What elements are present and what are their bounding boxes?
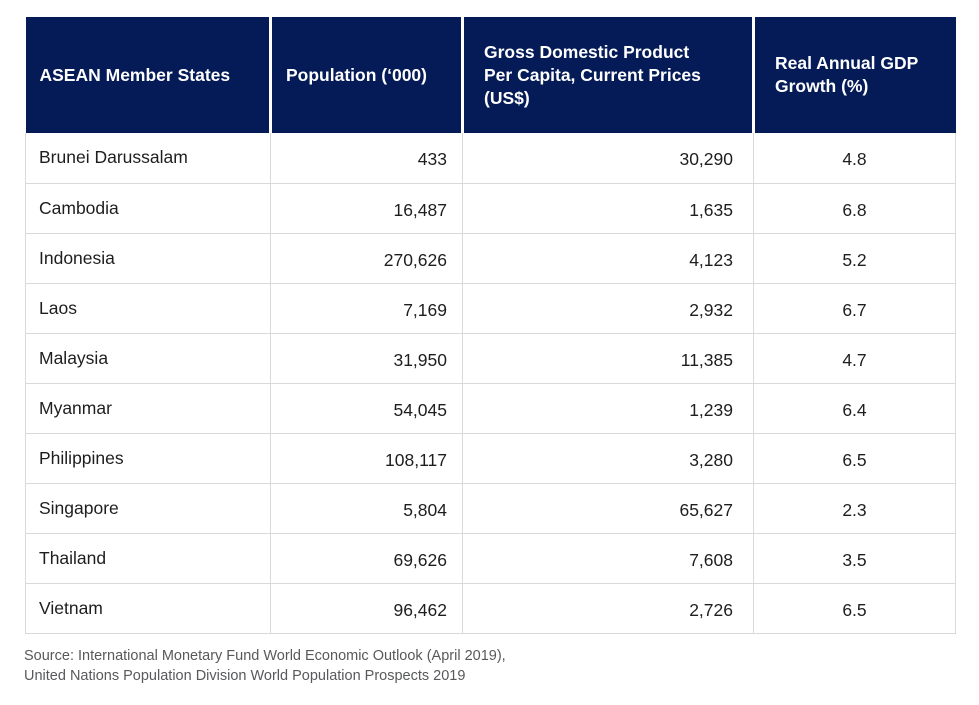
table-row-indonesia: Indonesia 270,626 4,123 5.2	[25, 233, 956, 284]
cell-gdp-growth: 5.2	[753, 233, 956, 284]
column-header-member-states: ASEAN Member States	[25, 17, 271, 133]
cell-gdp-growth: 2.3	[753, 483, 956, 534]
source-note: Source: International Monetary Fund Worl…	[24, 646, 506, 686]
source-note-line2: United Nations Population Division World…	[24, 668, 466, 684]
cell-gdp-growth: 3.5	[753, 533, 956, 584]
cell-population: 7,169	[270, 283, 463, 334]
cell-population: 96,462	[270, 583, 463, 634]
cell-gdp-growth: 6.5	[753, 583, 956, 634]
cell-country: Singapore	[25, 483, 271, 534]
cell-gdp-growth: 6.8	[753, 183, 956, 234]
cell-population: 69,626	[270, 533, 463, 584]
cell-gdp-growth: 4.8	[753, 133, 956, 184]
cell-country: Vietnam	[25, 583, 271, 634]
cell-gdp-per-capita: 11,385	[462, 333, 754, 384]
column-header-population: Population (‘000)	[269, 17, 463, 133]
cell-gdp-per-capita: 4,123	[462, 233, 754, 284]
cell-population: 16,487	[270, 183, 463, 234]
table-row-myanmar: Myanmar 54,045 1,239 6.4	[25, 383, 956, 434]
cell-population: 108,117	[270, 433, 463, 484]
cell-gdp-per-capita: 2,726	[462, 583, 754, 634]
cell-country: Philippines	[25, 433, 271, 484]
table-row-brunei: Brunei Darussalam 433 30,290 4.8	[25, 133, 956, 184]
cell-population: 433	[270, 133, 463, 184]
cell-gdp-per-capita: 65,627	[462, 483, 754, 534]
cell-country: Laos	[25, 283, 271, 334]
table-row-laos: Laos 7,169 2,932 6.7	[25, 283, 956, 334]
header-row: ASEAN Member States Population (‘000) Gr…	[25, 17, 956, 133]
cell-gdp-per-capita: 1,635	[462, 183, 754, 234]
cell-population: 54,045	[270, 383, 463, 434]
table-row-vietnam: Vietnam 96,462 2,726 6.5	[25, 583, 956, 634]
column-header-gdp-growth: Real Annual GDP Growth (%)	[752, 17, 956, 133]
table-row-thailand: Thailand 69,626 7,608 3.5	[25, 533, 956, 584]
column-header-gdp-per-capita: Gross Domestic Product Per Capita, Curre…	[461, 17, 754, 133]
cell-country: Myanmar	[25, 383, 271, 434]
cell-gdp-per-capita: 7,608	[462, 533, 754, 584]
column-header-member-states-label: ASEAN Member States	[39, 64, 231, 85]
cell-gdp-per-capita: 2,932	[462, 283, 754, 334]
source-note-line1: Source: International Monetary Fund Worl…	[24, 648, 506, 664]
cell-country: Thailand	[25, 533, 271, 584]
table-row-philippines: Philippines 108,117 3,280 6.5	[25, 433, 956, 484]
cell-country: Indonesia	[25, 233, 271, 284]
cell-population: 270,626	[270, 233, 463, 284]
cell-gdp-growth: 6.5	[753, 433, 956, 484]
cell-population: 5,804	[270, 483, 463, 534]
cell-gdp-growth: 6.7	[753, 283, 956, 334]
column-header-gdp-growth-label: Real Annual GDP Growth (%)	[775, 53, 919, 96]
table-row-singapore: Singapore 5,804 65,627 2.3	[25, 483, 956, 534]
cell-gdp-per-capita: 3,280	[462, 433, 754, 484]
cell-population: 31,950	[270, 333, 463, 384]
cell-gdp-growth: 6.4	[753, 383, 956, 434]
cell-gdp-growth: 4.7	[753, 333, 956, 384]
table-row-cambodia: Cambodia 16,487 1,635 6.8	[25, 183, 956, 234]
column-header-gdp-per-capita-label: Gross Domestic Product Per Capita, Curre…	[484, 41, 701, 108]
table-row-malaysia: Malaysia 31,950 11,385 4.7	[25, 333, 956, 384]
table-header: ASEAN Member States Population (‘000) Gr…	[25, 17, 956, 133]
asean-member-states-table: ASEAN Member States Population (‘000) Gr…	[25, 17, 956, 634]
cell-gdp-per-capita: 1,239	[462, 383, 754, 434]
cell-country: Brunei Darussalam	[25, 133, 271, 184]
table-body: Brunei Darussalam 433 30,290 4.8 Cambodi…	[25, 133, 956, 634]
cell-country: Cambodia	[25, 183, 271, 234]
column-header-population-label: Population (‘000)	[286, 64, 427, 85]
cell-country: Malaysia	[25, 333, 271, 384]
cell-gdp-per-capita: 30,290	[462, 133, 754, 184]
